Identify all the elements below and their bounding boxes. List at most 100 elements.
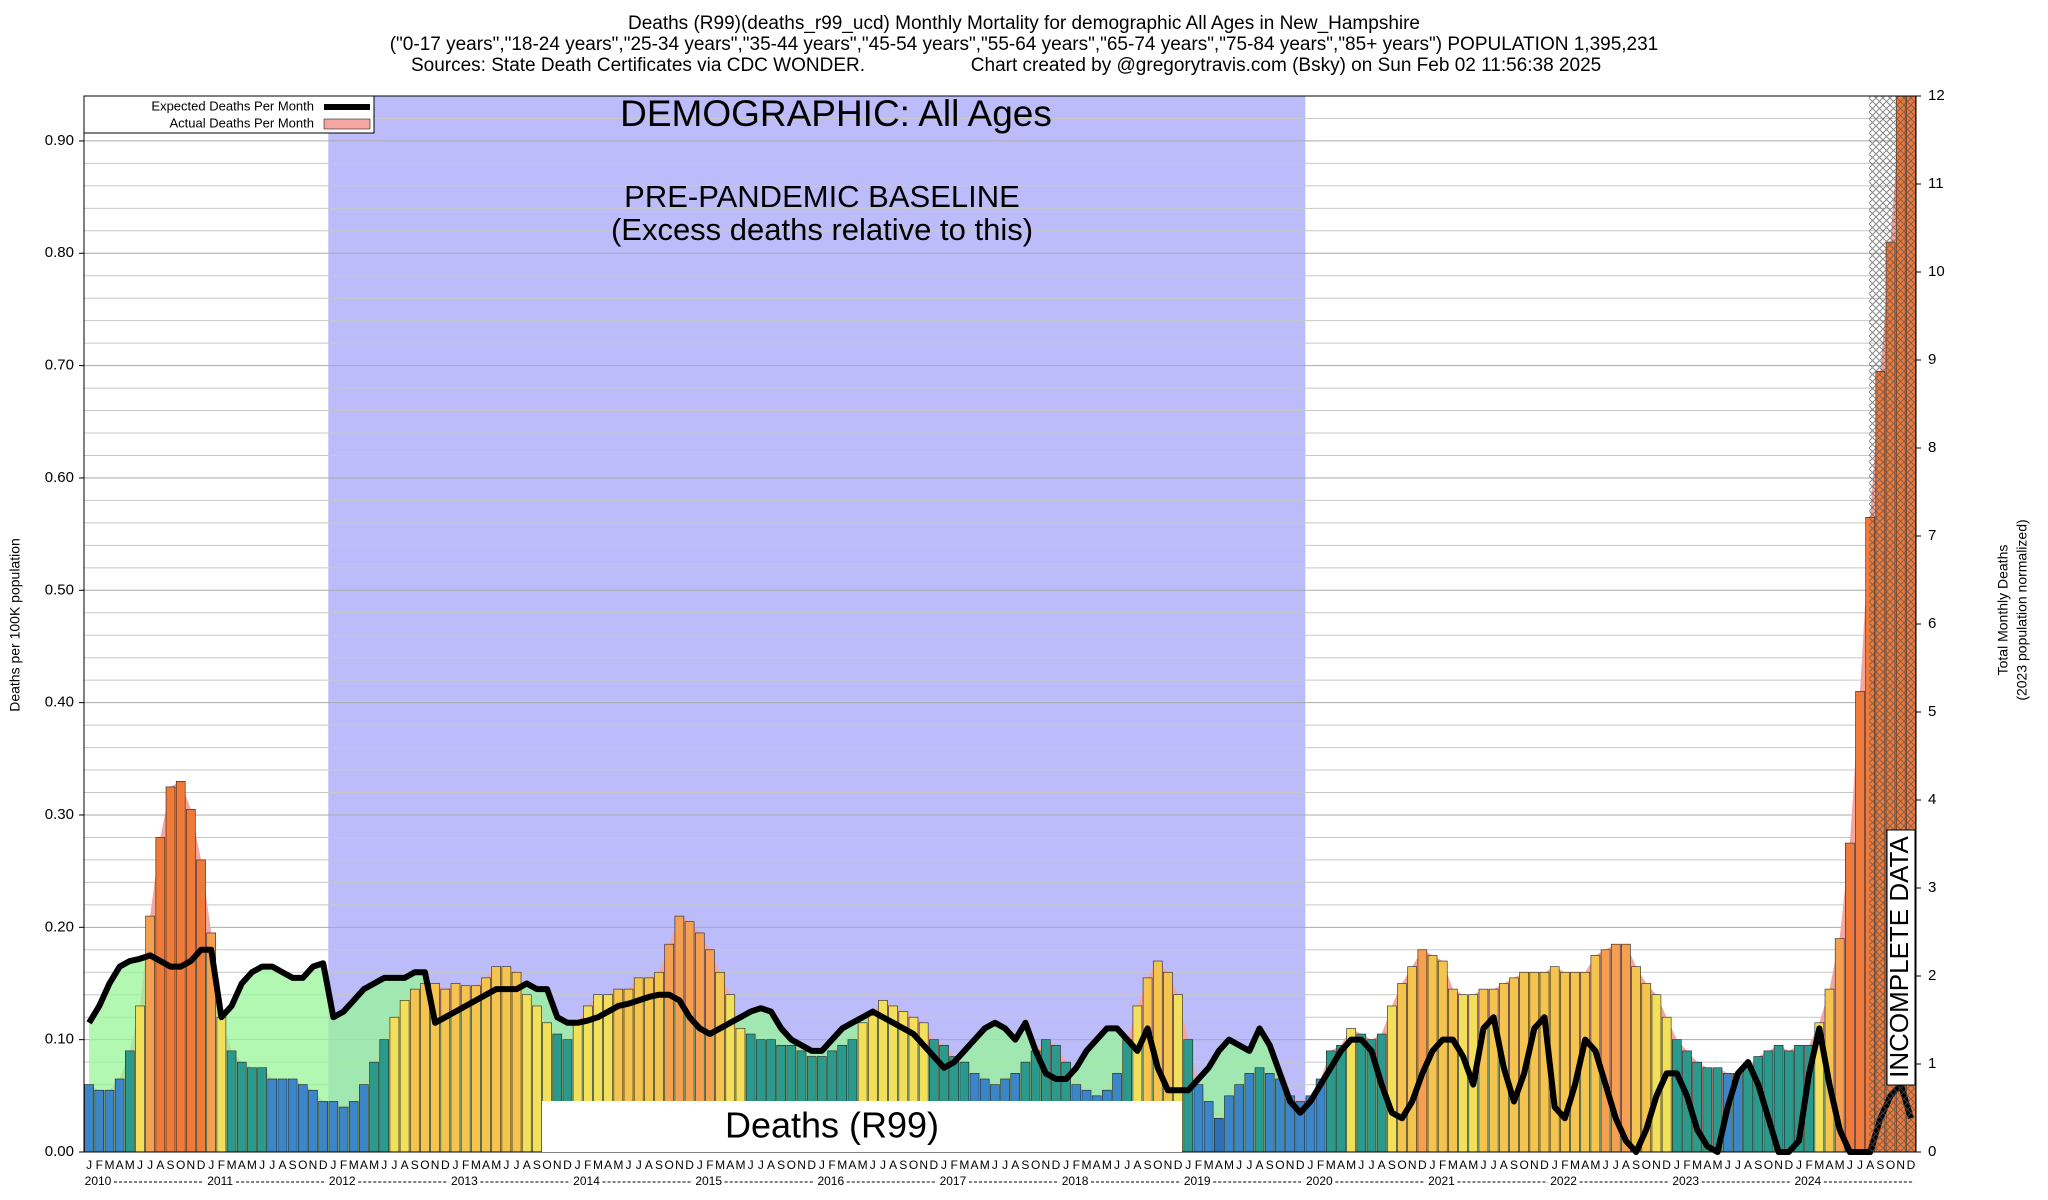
x-month-label: N [1408,1158,1417,1172]
x-month-label: M [104,1158,114,1172]
x-month-label: S [1266,1158,1274,1172]
x-month-label: J [758,1158,764,1172]
x-month-label: D [807,1158,816,1172]
x-month-label: M [1102,1158,1112,1172]
x-month-label: J [259,1158,265,1172]
x-month-label: J [748,1158,754,1172]
bar [1478,988,1489,1153]
y-tick-label: 0.10 [45,1031,74,1048]
bar [1672,1039,1682,1153]
x-month-label: O [176,1158,185,1172]
x-month-label: J [626,1158,632,1172]
bar [399,1000,410,1153]
bar [287,1078,298,1153]
x-month-label: J [1796,1158,1802,1172]
y-tick-label: 0.00 [45,1143,74,1160]
x-month-label: J [1480,1158,1486,1172]
y-tick-label: 0.20 [45,918,74,935]
x-month-label: J [269,1158,275,1172]
x-month-label: A [1866,1158,1874,1172]
x-month-label: J [819,1158,825,1172]
x-month-label: O [1275,1158,1284,1172]
x-year-label: 2021 [1428,1174,1455,1188]
x-month-label: J [381,1158,387,1172]
x-month-label: D [1784,1158,1793,1172]
bar [277,1078,288,1153]
chart-title: Deaths (R99)(deaths_r99_ucd) Monthly Mor… [628,13,1420,34]
y2-tick-label: 2 [1928,967,1936,984]
x-month-label: S [1388,1158,1396,1172]
x-month-label: J [330,1158,336,1172]
x-month-label: J [147,1158,153,1172]
y-tick-label: 0.30 [45,806,74,823]
y-tick-label: 0.60 [45,469,74,486]
bar [1214,1117,1224,1153]
bar [379,1039,390,1153]
legend-label: Expected Deaths Per Month [151,98,314,113]
bar [1193,1084,1204,1153]
x-month-label: O [1153,1158,1162,1172]
x-month-label: A [1133,1158,1141,1172]
bar [1224,1095,1234,1153]
x-month-label: J [880,1158,886,1172]
x-month-label: D [1418,1158,1427,1172]
bar [145,915,155,1153]
x-year-label: 2017 [940,1174,967,1188]
bar [521,994,532,1153]
bar [1509,977,1519,1153]
bar [1203,1101,1214,1153]
x-month-label: N [919,1158,928,1172]
x-month-label: N [1774,1158,1783,1172]
x-month-label: A [604,1158,612,1172]
bar [1529,971,1540,1153]
x-month-label: D [563,1158,572,1172]
x-month-label: O [1397,1158,1406,1172]
x-month-label: O [665,1158,674,1172]
x-month-label: J [1185,1158,1191,1172]
bar [196,859,206,1153]
annotation: Deaths (R99) [725,1105,939,1146]
x-year-label: 2024 [1795,1174,1822,1188]
x-month-label: J [870,1158,876,1172]
x-month-label: J [1491,1158,1497,1172]
x-month-label: O [298,1158,307,1172]
bar [298,1084,308,1153]
y2-tick-label: 11 [1928,175,1944,192]
x-year-label: 2020 [1306,1174,1333,1188]
bar [1234,1084,1244,1153]
x-month-label: O [1642,1158,1651,1172]
credit: Chart created by @gregorytravis.com (Bsk… [971,55,1601,76]
chart-title: ("0-17 years","18-24 years","25-34 years… [390,34,1659,55]
x-month-label: J [208,1158,214,1172]
x-month-label: A [726,1158,734,1172]
x-month-label: O [787,1158,796,1172]
y-tick-label: 0.40 [45,694,74,711]
bar [1356,1033,1367,1153]
x-month-label: J [1725,1158,1731,1172]
x-month-label: A [645,1158,653,1172]
x-month-label: F [1805,1158,1812,1172]
x-month-label: J [1674,1158,1680,1172]
x-month-label: J [1603,1158,1609,1172]
x-month-label: N [1164,1158,1173,1172]
x-month-label: M [1590,1158,1600,1172]
x-month-label: J [1063,1158,1069,1172]
x-month-label: D [930,1158,939,1172]
y2-tick-label: 1 [1928,1055,1936,1072]
x-month-label: J [941,1158,947,1172]
bar [1560,971,1570,1153]
x-year-label: 2022 [1550,1174,1577,1188]
bar [155,837,166,1153]
x-month-label: A [1622,1158,1630,1172]
x-month-label: J [1847,1158,1853,1172]
x-month-label: M [227,1158,237,1172]
x-year-label: 2014 [573,1174,600,1188]
x-year-label: 2015 [695,1174,722,1188]
bar [216,1016,227,1153]
bar [308,1089,318,1153]
bar [338,1106,349,1153]
y2-tick-label: 6 [1928,615,1936,632]
x-month-label: J [1735,1158,1741,1172]
x-month-label: D [441,1158,450,1172]
x-month-label: M [349,1158,359,1172]
